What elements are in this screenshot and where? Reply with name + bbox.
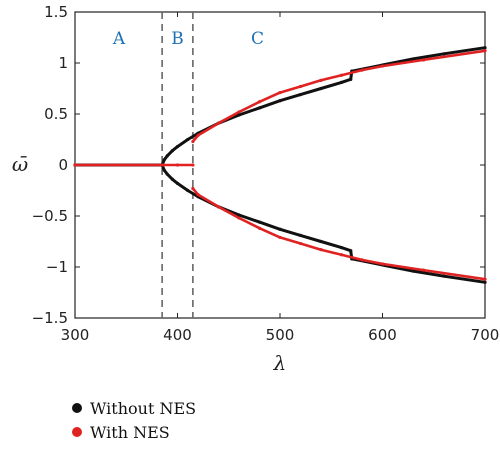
point-without-nes xyxy=(411,269,415,273)
y-tick-label: −0.5 xyxy=(32,207,68,225)
point-without-nes xyxy=(339,80,344,84)
chart-labels: 300 400 500 600 700 1.5 1 0.5 0 −0.5 −1 −1.5 λ ω̄ A B C xyxy=(12,3,499,375)
y-tick-label: 0.5 xyxy=(44,105,68,123)
point-with-nes xyxy=(421,58,426,62)
bifurcation-chart: 300 400 500 600 700 1.5 1 0.5 0 −0.5 −1 −1.5 λ ω̄ A B C xyxy=(12,3,499,375)
point-without-nes xyxy=(339,246,344,250)
series-without-nes-branch-2 xyxy=(160,46,487,167)
point-with-nes xyxy=(257,226,262,230)
point-without-nes xyxy=(349,249,353,253)
series-with-nes-branch-3 xyxy=(191,187,487,281)
point-with-nes xyxy=(237,110,241,114)
x-tick-label: 500 xyxy=(266,326,295,344)
y-tick-label: −1 xyxy=(46,258,68,276)
point-without-nes xyxy=(483,280,487,284)
point-without-nes xyxy=(442,274,446,278)
point-without-nes xyxy=(162,168,166,172)
point-without-nes xyxy=(319,239,323,244)
point-with-nes xyxy=(339,73,344,77)
y-tick-label: −1.5 xyxy=(32,309,68,327)
legend-item-without-nes: Without NES xyxy=(72,396,196,420)
legend-label-with-nes: With NES xyxy=(90,422,170,442)
point-without-nes xyxy=(298,93,303,97)
point-with-nes xyxy=(196,192,200,197)
point-without-nes xyxy=(411,57,415,61)
legend: Without NES With NES xyxy=(72,396,196,444)
x-tick-label: 300 xyxy=(61,326,90,344)
legend-label-without-nes: Without NES xyxy=(90,398,197,418)
point-without-nes xyxy=(162,158,166,162)
point-with-nes xyxy=(298,84,303,89)
point-with-nes xyxy=(421,268,426,272)
point-without-nes xyxy=(175,145,180,149)
point-with-nes xyxy=(278,235,282,240)
point-with-nes xyxy=(196,133,200,138)
y-tick-label: 1.5 xyxy=(44,3,68,21)
point-with-nes xyxy=(257,100,262,104)
point-with-nes xyxy=(160,163,164,167)
legend-marker-with-nes xyxy=(72,427,82,437)
point-with-nes xyxy=(360,258,364,262)
point-with-nes xyxy=(483,277,487,281)
point-with-nes xyxy=(298,241,303,246)
point-with-nes xyxy=(191,186,195,191)
point-without-nes xyxy=(298,233,303,237)
point-without-nes xyxy=(442,52,446,56)
x-tick-label: 600 xyxy=(368,326,397,344)
point-with-nes xyxy=(319,248,323,252)
point-without-nes xyxy=(319,86,323,91)
point-with-nes xyxy=(278,90,282,95)
point-with-nes xyxy=(191,139,195,144)
point-with-nes xyxy=(360,68,364,72)
point-with-nes xyxy=(339,253,344,257)
region-label-b: B xyxy=(171,29,184,49)
point-with-nes xyxy=(216,121,221,125)
point-with-nes xyxy=(114,163,118,167)
point-without-nes xyxy=(349,77,353,81)
point-without-nes xyxy=(257,106,262,110)
point-with-nes xyxy=(191,163,195,167)
point-with-nes xyxy=(483,49,487,53)
point-with-nes xyxy=(73,163,77,167)
legend-item-with-nes: With NES xyxy=(72,420,196,444)
series-without-nes-branch-3 xyxy=(160,163,487,284)
point-with-nes xyxy=(216,205,221,209)
point-without-nes xyxy=(186,188,190,193)
region-label-c: C xyxy=(251,29,264,49)
point-without-nes xyxy=(170,149,174,153)
point-without-nes xyxy=(483,46,487,50)
point-without-nes xyxy=(278,99,282,103)
legend-marker-without-nes xyxy=(72,403,82,413)
point-with-nes xyxy=(175,163,180,167)
point-without-nes xyxy=(237,213,241,217)
point-with-nes xyxy=(237,216,241,220)
point-without-nes xyxy=(165,154,169,158)
point-without-nes xyxy=(237,113,241,117)
chart-marks xyxy=(73,46,487,284)
point-without-nes xyxy=(175,181,180,185)
point-with-nes xyxy=(319,78,323,82)
y-axis-label: ω̄ xyxy=(12,152,28,176)
x-axis-label: λ xyxy=(273,351,287,375)
y-tick-label: 0 xyxy=(58,156,68,174)
point-without-nes xyxy=(257,220,262,224)
series-with-nes-branch-2 xyxy=(191,49,487,143)
point-without-nes xyxy=(165,172,169,176)
point-with-nes xyxy=(380,262,385,266)
region-label-a: A xyxy=(112,29,126,49)
x-tick-label: 700 xyxy=(471,326,500,344)
point-without-nes xyxy=(186,137,190,142)
point-without-nes xyxy=(170,177,174,181)
point-without-nes xyxy=(278,227,282,231)
y-tick-label: 1 xyxy=(58,54,68,72)
x-tick-label: 400 xyxy=(163,326,192,344)
point-with-nes xyxy=(380,64,385,68)
